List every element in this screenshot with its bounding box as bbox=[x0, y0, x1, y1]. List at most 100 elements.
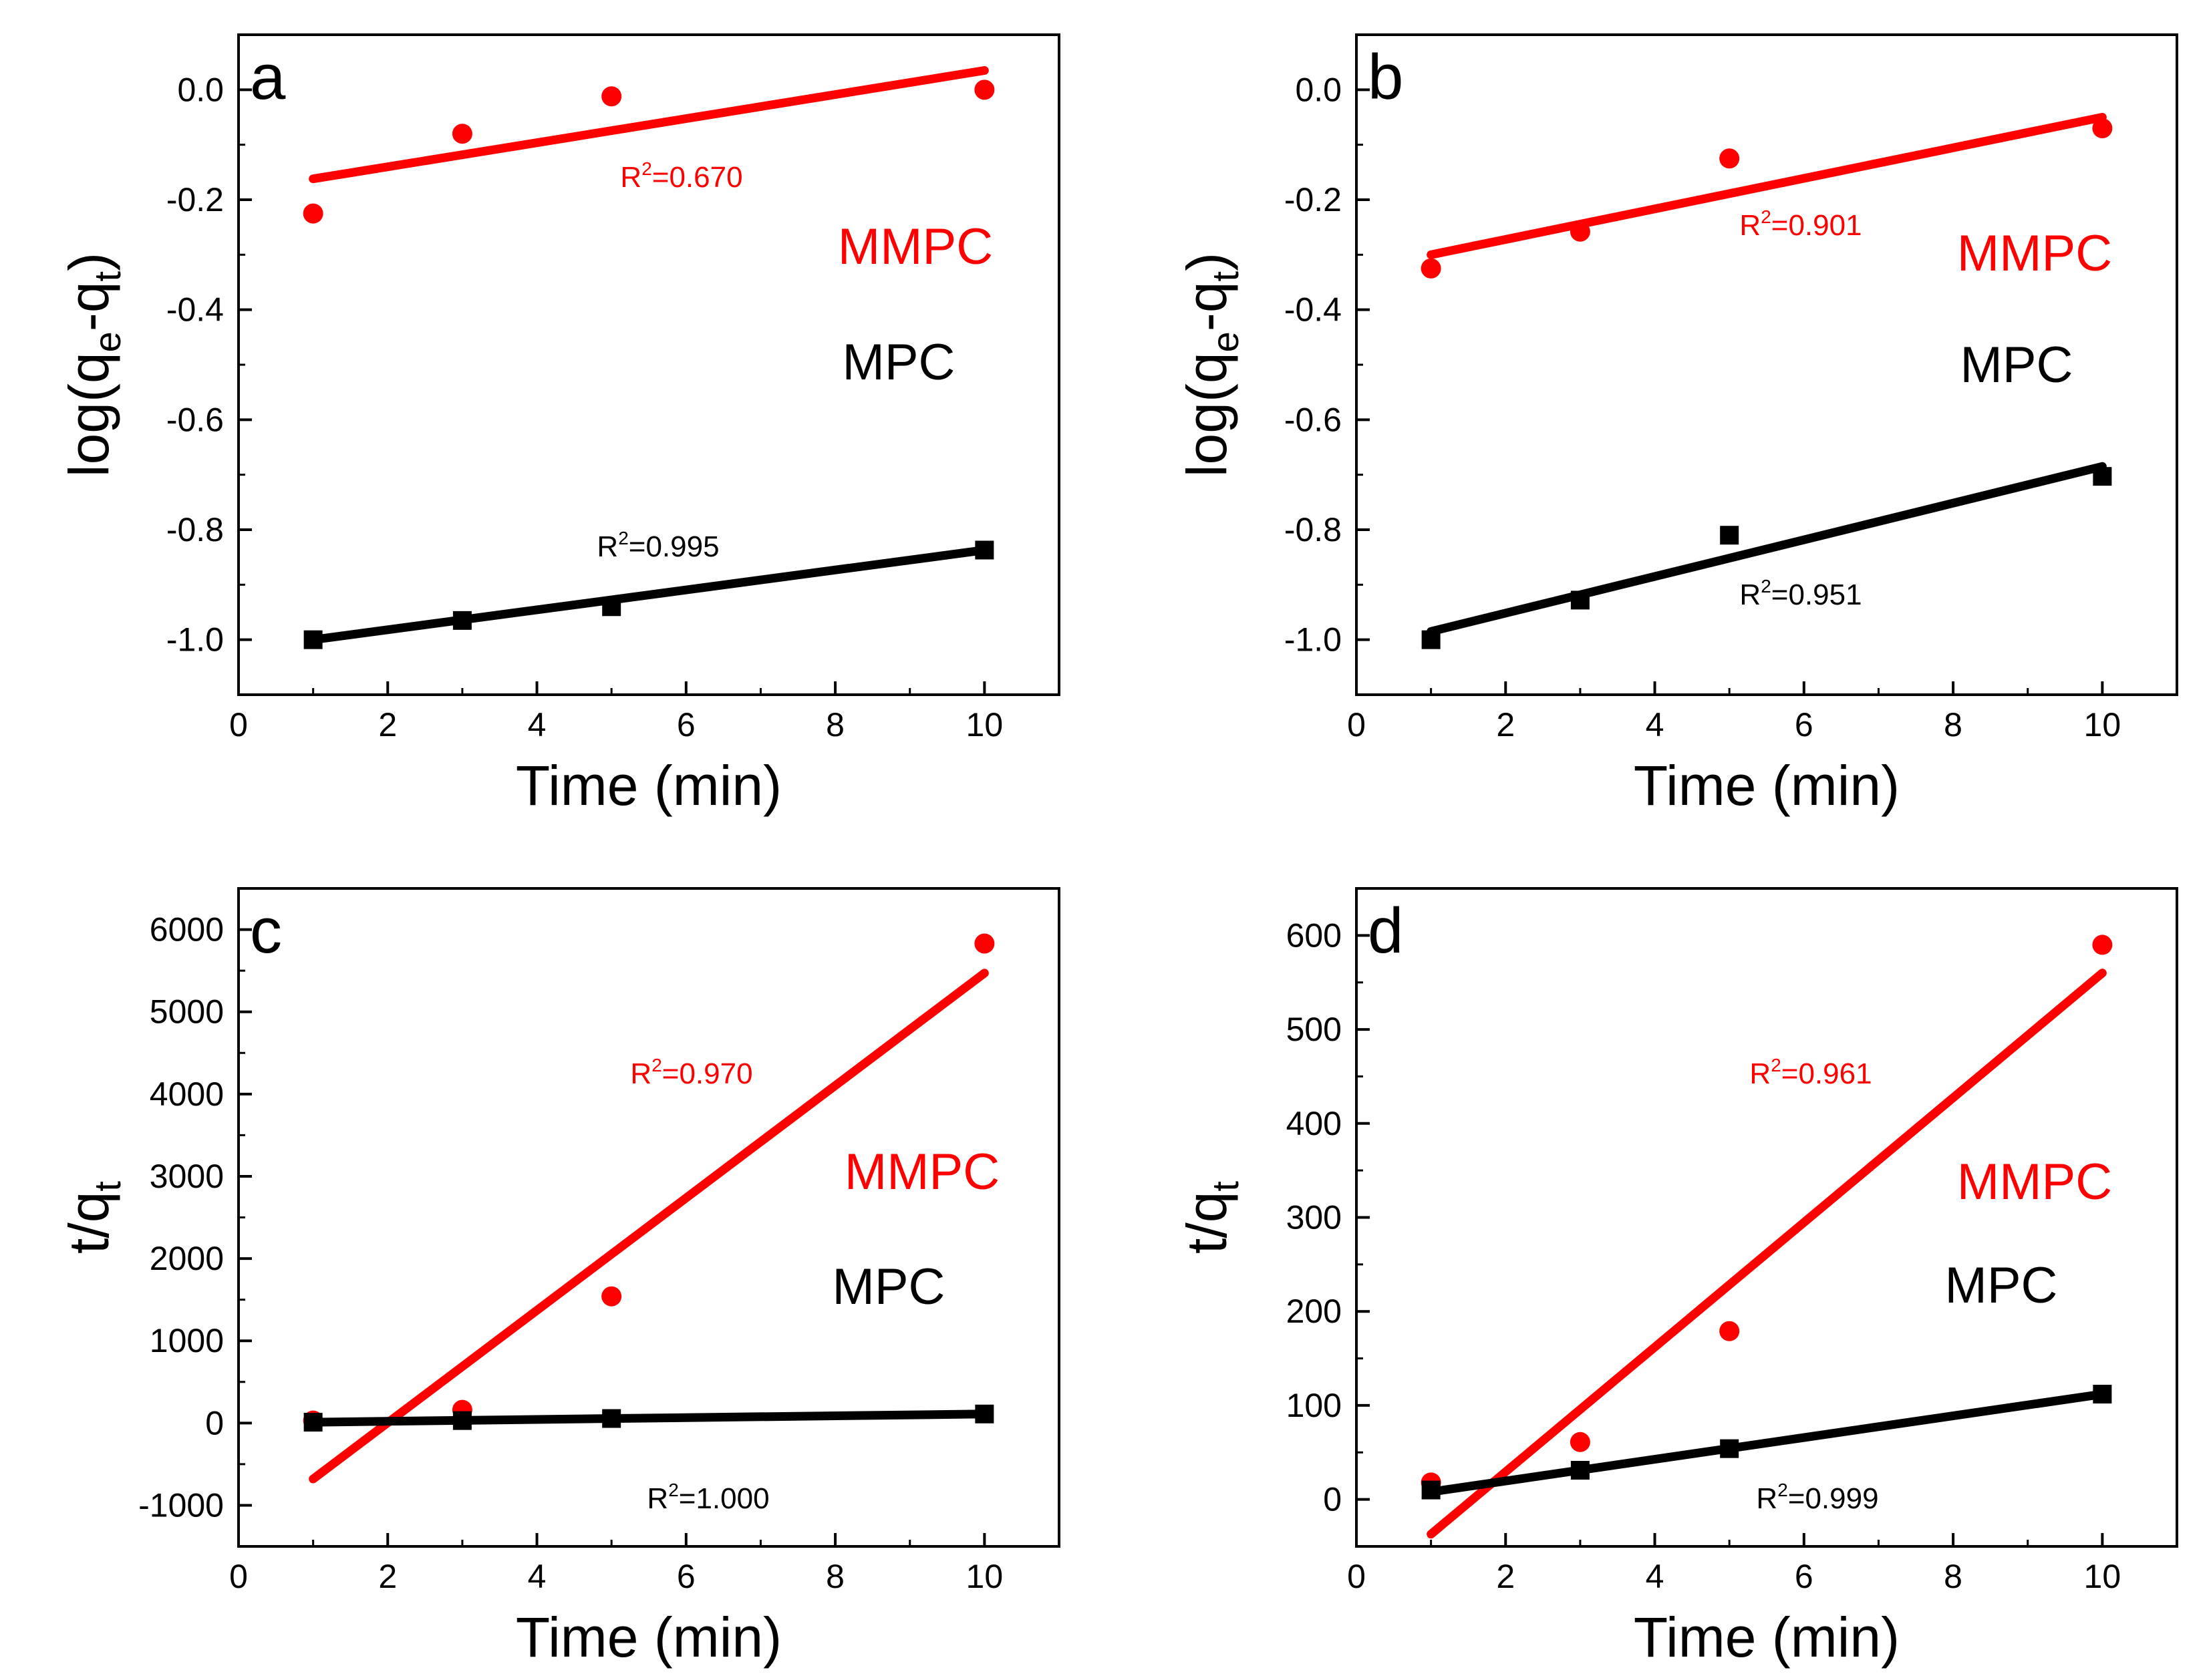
data-point-mmpc bbox=[1570, 1432, 1590, 1452]
fit-line-mmpc bbox=[1427, 969, 2107, 1539]
r2-letter: R bbox=[1739, 209, 1761, 242]
r2-value: =0.670 bbox=[652, 161, 743, 194]
data-point-mmpc bbox=[1719, 148, 1740, 169]
data-point-mpc bbox=[303, 630, 323, 649]
series-mpc: R2=0.999 bbox=[1421, 1385, 2112, 1515]
y-axis-title-subscript: t bbox=[1204, 271, 1246, 281]
label-mmpc: MMPC bbox=[1957, 1154, 2112, 1210]
panel-b: 0.0 -0.2 -0.4 -0.6 -0.8 -1.0 0 2 4 6 8 10 Time (min)… bbox=[1175, 33, 2178, 817]
x-tick-label: 4 bbox=[1646, 1558, 1664, 1595]
data-point-mmpc bbox=[1570, 221, 1590, 242]
x-tick-label: 10 bbox=[2084, 1558, 2121, 1595]
y-tick-label: 0.0 bbox=[177, 71, 224, 108]
y-tick-label: 600 bbox=[1286, 916, 1342, 954]
r2-letter: R bbox=[630, 1057, 651, 1090]
y-tick-label: 500 bbox=[1286, 1011, 1342, 1048]
y-tick-label: 2000 bbox=[150, 1240, 224, 1277]
r2-annotation-mmpc: R2=0.961 bbox=[1749, 1055, 1872, 1090]
y-axis-title-part: ) bbox=[1175, 253, 1238, 271]
y-tick-label: 4000 bbox=[150, 1075, 224, 1113]
x-axis-title: Time (min) bbox=[1634, 1606, 1900, 1669]
r2-annotation-mpc: R2=1.000 bbox=[647, 1480, 769, 1515]
data-point-mmpc bbox=[2092, 935, 2113, 955]
data-point-mpc bbox=[2093, 1385, 2112, 1404]
panel-label: a bbox=[250, 41, 286, 113]
data-point-mpc bbox=[1720, 526, 1739, 545]
y-axis-title: log(qe-qt) bbox=[57, 253, 128, 477]
r2-annotation-mpc: R2=0.999 bbox=[1756, 1480, 1878, 1515]
y-tick-label: -0.2 bbox=[166, 181, 224, 218]
y-axis-title: log(qe-qt) bbox=[1175, 253, 1246, 477]
r2-superscript: 2 bbox=[1761, 576, 1771, 597]
r2-letter: R bbox=[597, 530, 618, 563]
r2-annotation-mmpc: R2=0.901 bbox=[1739, 206, 1862, 242]
panel-label: b bbox=[1368, 41, 1403, 113]
x-tick-label: 0 bbox=[1347, 706, 1366, 743]
y-axis-title-part: log(q bbox=[57, 352, 120, 477]
r2-value: =0.970 bbox=[662, 1057, 753, 1090]
label-mmpc: MMPC bbox=[845, 1144, 1000, 1200]
r2-annotation-mpc: R2=0.951 bbox=[1739, 576, 1862, 611]
series-mmpc: R2=0.970 bbox=[303, 933, 995, 1484]
r2-superscript: 2 bbox=[618, 528, 629, 548]
y-axis-title-subscript: e bbox=[1204, 331, 1246, 352]
y-tick-label: -0.6 bbox=[166, 401, 224, 438]
y-tick-label: 400 bbox=[1286, 1105, 1342, 1142]
fit-line-mmpc bbox=[1427, 113, 2107, 259]
x-tick-label: 8 bbox=[1944, 1558, 1962, 1595]
y-tick-label: 200 bbox=[1286, 1293, 1342, 1330]
y-axis-title-part: -q bbox=[57, 281, 120, 331]
y-tick-label: 0.0 bbox=[1295, 71, 1342, 108]
x-tick-label: 10 bbox=[966, 706, 1004, 743]
label-mmpc: MMPC bbox=[1957, 225, 2112, 282]
data-point-mpc bbox=[303, 1413, 323, 1432]
panel-label: c bbox=[250, 895, 282, 967]
x-tick-label: 6 bbox=[677, 706, 696, 743]
r2-superscript: 2 bbox=[1761, 206, 1771, 227]
r2-annotation-mmpc: R2=0.970 bbox=[630, 1055, 752, 1090]
x-axis-title: Time (min) bbox=[516, 754, 782, 817]
y-axis-title-subscript: t bbox=[1204, 1181, 1246, 1192]
r2-superscript: 2 bbox=[1771, 1055, 1781, 1075]
y-tick-label: 300 bbox=[1286, 1199, 1342, 1236]
y-tick-label: -0.4 bbox=[1284, 291, 1342, 329]
y-tick-label: -0.4 bbox=[166, 291, 224, 329]
y-axis-title-part: -q bbox=[1175, 281, 1238, 331]
x-tick-label: 4 bbox=[528, 1558, 547, 1595]
data-point-mpc bbox=[602, 597, 621, 617]
r2-value: =0.961 bbox=[1781, 1057, 1872, 1090]
r2-letter: R bbox=[1756, 1482, 1777, 1515]
y-tick-label: -1.0 bbox=[166, 621, 224, 659]
label-mpc: MPC bbox=[833, 1258, 945, 1315]
y-tick-label: 1000 bbox=[150, 1322, 224, 1359]
y-axis-title-part: log(q bbox=[1175, 352, 1238, 477]
data-point-mmpc bbox=[1421, 258, 1441, 279]
x-tick-label: 4 bbox=[1646, 706, 1664, 743]
r2-value: =1.000 bbox=[679, 1482, 770, 1515]
fit-line-mmpc bbox=[309, 66, 989, 184]
data-point-mmpc bbox=[452, 124, 472, 144]
panel-a: 0.0 -0.2 -0.4 -0.6 -0.8 -1.0 0 2 4 6 8 10 Time (min)… bbox=[57, 33, 1060, 817]
y-tick-label: 6000 bbox=[150, 911, 224, 949]
data-point-mmpc bbox=[974, 79, 995, 100]
y-axis-title: t/qt bbox=[1175, 1181, 1246, 1254]
x-tick-label: 2 bbox=[378, 1558, 397, 1595]
x-tick-label: 8 bbox=[826, 706, 845, 743]
r2-letter: R bbox=[620, 161, 641, 194]
r2-value: =0.999 bbox=[1788, 1482, 1879, 1515]
y-axis-title-subscript: e bbox=[86, 331, 128, 352]
data-point-mpc bbox=[975, 1404, 994, 1423]
r2-letter: R bbox=[1749, 1057, 1771, 1090]
fit-line-mpc bbox=[309, 1409, 989, 1427]
data-point-mpc bbox=[452, 1411, 472, 1430]
x-tick-label: 10 bbox=[2084, 706, 2121, 743]
y-tick-label: -0.8 bbox=[1284, 511, 1342, 548]
r2-letter: R bbox=[647, 1482, 668, 1515]
data-point-mmpc bbox=[303, 203, 323, 224]
y-axis-title-part: t/q bbox=[1175, 1192, 1238, 1254]
plot-frame bbox=[1355, 887, 2178, 1548]
x-tick-label: 8 bbox=[1944, 706, 1962, 743]
data-point-mmpc bbox=[601, 86, 622, 107]
